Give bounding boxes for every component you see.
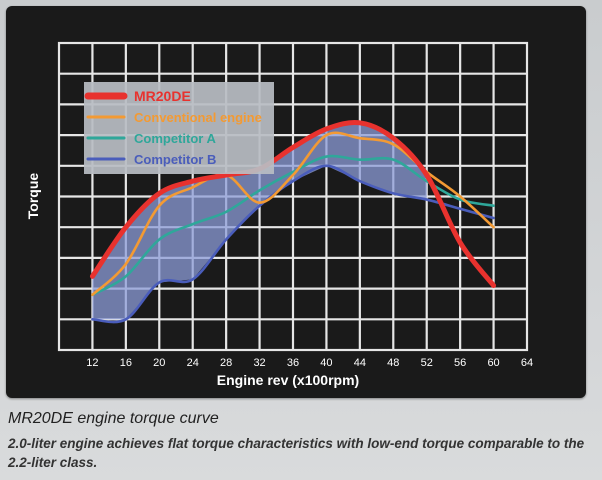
x-tick-label: 64 xyxy=(521,357,533,369)
chart-legend: MR20DE Conventional engine Competitor A Com… xyxy=(84,82,274,174)
x-tick-label: 48 xyxy=(387,357,399,369)
x-tick-label: 40 xyxy=(320,357,332,369)
x-tick-label: 36 xyxy=(287,357,299,369)
x-tick-label: 24 xyxy=(187,357,199,369)
chart-panel xyxy=(6,6,586,398)
x-tick-label: 12 xyxy=(86,357,98,369)
x-tick-label: 52 xyxy=(421,357,433,369)
x-tick-label: 16 xyxy=(120,357,132,369)
chart-series xyxy=(89,119,497,324)
series-line-competitor-b xyxy=(91,164,495,324)
x-tick-label: 60 xyxy=(487,357,499,369)
x-tick-label: 20 xyxy=(153,357,165,369)
y-axis-label: Torque xyxy=(25,173,41,220)
caption-subtitle: 2.0-liter engine achieves flat torque ch… xyxy=(8,436,585,470)
x-tick-label: 56 xyxy=(454,357,466,369)
caption-title: MR20DE engine torque curve xyxy=(8,410,219,427)
legend-label: MR20DE xyxy=(134,88,191,104)
x-tick-label: 44 xyxy=(354,357,366,369)
x-tick-label: 32 xyxy=(253,357,265,369)
legend-label: Conventional engine xyxy=(134,110,262,125)
x-axis-label: Engine rev (x100rpm) xyxy=(217,372,359,388)
legend-label: Competitor A xyxy=(134,131,216,146)
series-line-mr20de xyxy=(89,119,497,289)
x-tick-label: 28 xyxy=(220,357,232,369)
legend-label: Competitor B xyxy=(134,152,216,167)
x-tick-labels: 12 16 20 24 28 32 36 40 44 48 52 56 60 64 xyxy=(86,357,533,369)
series-line-competitor-a xyxy=(91,154,495,297)
